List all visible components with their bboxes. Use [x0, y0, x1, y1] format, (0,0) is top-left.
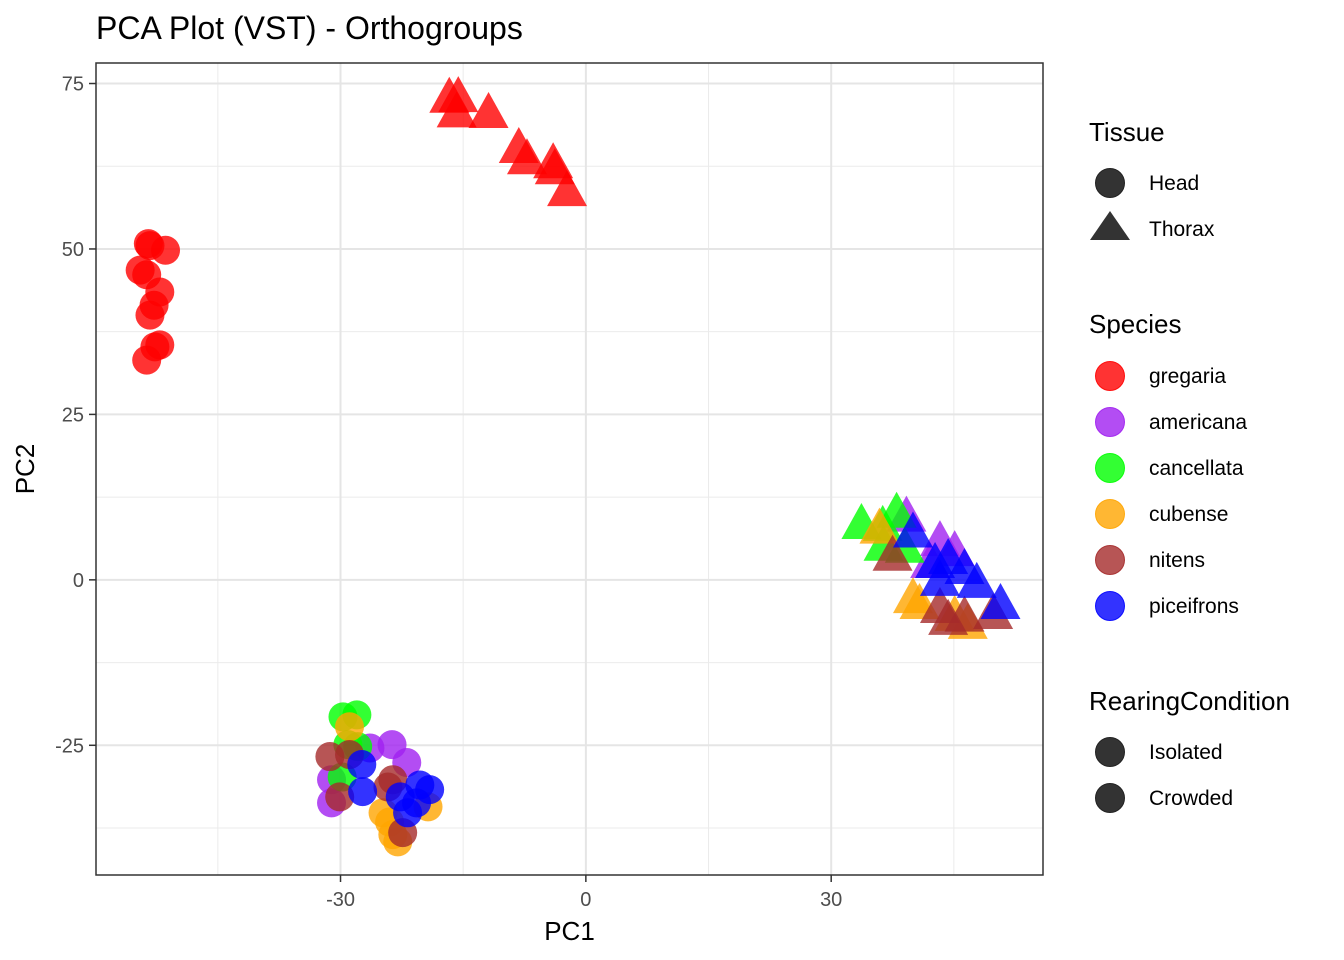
data-point-triangle: [872, 534, 913, 571]
legend: Tissue Head Thorax Species gregaria americana…: [1089, 117, 1290, 813]
legend-key-triangle-icon: [1090, 211, 1130, 240]
legend-title: Tissue: [1089, 117, 1165, 147]
grid-minor: [96, 63, 1043, 875]
legend-label: cancellata: [1149, 457, 1244, 480]
plot-border: [95, 62, 1044, 876]
legend-label: cubense: [1149, 503, 1228, 526]
data-point-triangle: [859, 507, 900, 544]
legend-label: gregaria: [1149, 365, 1226, 388]
x-tick-label: 0: [580, 889, 591, 911]
x-tick-label: -30: [326, 889, 355, 911]
legend-key-circle-icon: [1095, 168, 1125, 198]
data-point-circle: [132, 345, 162, 375]
data-points: [125, 76, 1021, 857]
data-point-circle: [335, 712, 365, 742]
data-point-triangle: [438, 76, 479, 113]
data-point-triangle: [436, 91, 477, 128]
y-tick-label: 0: [73, 570, 84, 592]
legend-label: Crowded: [1149, 787, 1233, 810]
legend-label: nitens: [1149, 549, 1205, 572]
data-point-circle: [347, 749, 377, 779]
legend-title: Species: [1089, 309, 1182, 339]
legend-label: Head: [1149, 172, 1199, 195]
legend-label: Isolated: [1149, 741, 1223, 764]
y-tick-label: 25: [62, 404, 84, 426]
legend-key-circle-icon: [1095, 453, 1125, 483]
data-point-triangle: [944, 595, 985, 632]
legend-label: piceifrons: [1149, 595, 1239, 618]
data-point-circle: [348, 777, 378, 807]
legend-key-circle-icon: [1095, 737, 1125, 767]
legend-key-circle-icon: [1095, 545, 1125, 575]
data-point-triangle: [547, 170, 588, 207]
legend-label: americana: [1149, 411, 1247, 434]
x-axis-title: PC1: [544, 916, 595, 946]
data-point-circle: [415, 775, 445, 805]
y-tick-label: 75: [62, 74, 84, 96]
y-axis: -25 0 25 50 75: [55, 74, 96, 757]
data-point-circle: [135, 300, 165, 330]
y-tick-label: -25: [55, 735, 84, 757]
y-axis-title: PC2: [10, 444, 40, 495]
x-tick-label: 30: [820, 889, 842, 911]
legend-key-circle-icon: [1095, 361, 1125, 391]
x-axis: -30 0 30: [326, 875, 842, 911]
legend-key-circle-icon: [1095, 499, 1125, 529]
data-point-triangle: [468, 91, 509, 128]
data-point-triangle: [506, 138, 547, 175]
legend-key-circle-icon: [1095, 591, 1125, 621]
legend-title: RearingCondition: [1089, 686, 1290, 716]
y-tick-label: 50: [62, 239, 84, 261]
legend-key-circle-icon: [1095, 407, 1125, 437]
data-point-circle: [151, 235, 181, 265]
data-point-triangle: [892, 511, 933, 548]
data-point-triangle: [956, 561, 997, 598]
legend-key-circle-icon: [1095, 783, 1125, 813]
data-point-circle: [325, 782, 355, 812]
data-point-triangle: [919, 559, 960, 596]
data-point-triangle: [980, 583, 1021, 620]
chart-title: PCA Plot (VST) - Orthogroups: [96, 10, 523, 46]
legend-label: Thorax: [1149, 218, 1215, 241]
